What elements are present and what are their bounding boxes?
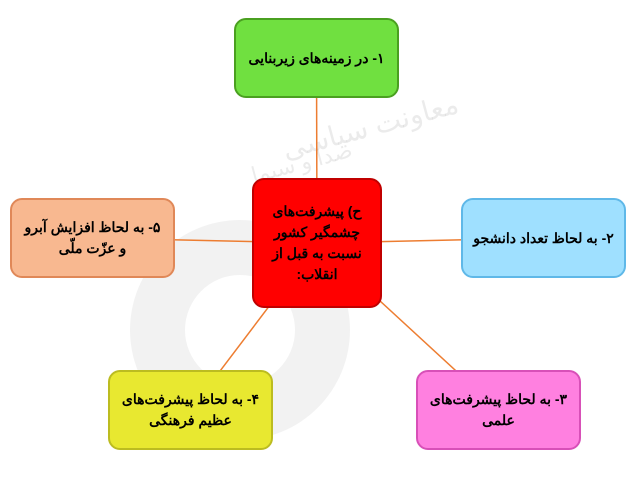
leaf-node-4: ۴- به لحاظ پیشرفت‌های عظیم فرهنگی [108,370,273,450]
leaf-node-1: ۱- در زمینه‌های زیربنایی [234,18,399,98]
leaf-node-5: ۵- به لحاظ افزایش آبرو و عزّت ملّی [10,198,175,278]
center-node: ح) پیشرفت‌های چشمگیر کشور نسبت به قبل از… [252,178,382,308]
leaf-node-3: ۳- به لحاظ پیشرفت‌های علمی [416,370,581,450]
leaf-node-2: ۲- به لحاظ تعداد دانشجو [461,198,626,278]
